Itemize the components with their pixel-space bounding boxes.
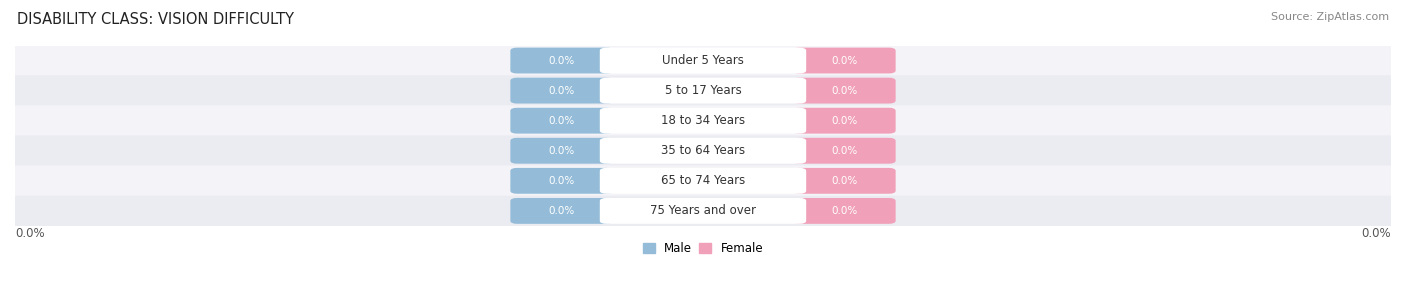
Text: 0.0%: 0.0% [831,86,858,95]
Text: DISABILITY CLASS: VISION DIFFICULTY: DISABILITY CLASS: VISION DIFFICULTY [17,12,294,27]
Text: 0.0%: 0.0% [831,56,858,66]
Text: 0.0%: 0.0% [831,176,858,186]
Text: 0.0%: 0.0% [831,146,858,156]
Text: 18 to 34 Years: 18 to 34 Years [661,114,745,127]
FancyBboxPatch shape [510,198,613,224]
FancyBboxPatch shape [600,198,806,224]
Text: 75 Years and over: 75 Years and over [650,204,756,217]
FancyBboxPatch shape [4,75,1402,106]
FancyBboxPatch shape [510,78,613,103]
Text: Source: ZipAtlas.com: Source: ZipAtlas.com [1271,12,1389,22]
Text: 0.0%: 0.0% [548,206,575,216]
FancyBboxPatch shape [793,78,896,103]
FancyBboxPatch shape [600,138,806,164]
FancyBboxPatch shape [510,48,613,74]
FancyBboxPatch shape [793,108,896,134]
FancyBboxPatch shape [793,48,896,74]
FancyBboxPatch shape [4,135,1402,166]
Text: 0.0%: 0.0% [548,116,575,126]
FancyBboxPatch shape [793,168,896,194]
FancyBboxPatch shape [793,138,896,164]
FancyBboxPatch shape [510,168,613,194]
FancyBboxPatch shape [600,168,806,194]
FancyBboxPatch shape [600,48,806,74]
Text: 0.0%: 0.0% [548,86,575,95]
Text: 0.0%: 0.0% [548,146,575,156]
Text: 0.0%: 0.0% [15,228,45,240]
FancyBboxPatch shape [510,108,613,134]
Text: 0.0%: 0.0% [1361,228,1391,240]
Text: 0.0%: 0.0% [548,176,575,186]
FancyBboxPatch shape [600,108,806,134]
FancyBboxPatch shape [600,78,806,103]
FancyBboxPatch shape [4,105,1402,136]
Text: Under 5 Years: Under 5 Years [662,54,744,67]
Text: 0.0%: 0.0% [548,56,575,66]
FancyBboxPatch shape [4,166,1402,196]
Text: 65 to 74 Years: 65 to 74 Years [661,174,745,187]
FancyBboxPatch shape [793,198,896,224]
FancyBboxPatch shape [510,138,613,164]
Text: 0.0%: 0.0% [831,206,858,216]
Text: 35 to 64 Years: 35 to 64 Years [661,144,745,157]
Text: 0.0%: 0.0% [831,116,858,126]
FancyBboxPatch shape [4,45,1402,76]
Text: 5 to 17 Years: 5 to 17 Years [665,84,741,97]
FancyBboxPatch shape [4,196,1402,226]
Legend: Male, Female: Male, Female [638,237,768,260]
